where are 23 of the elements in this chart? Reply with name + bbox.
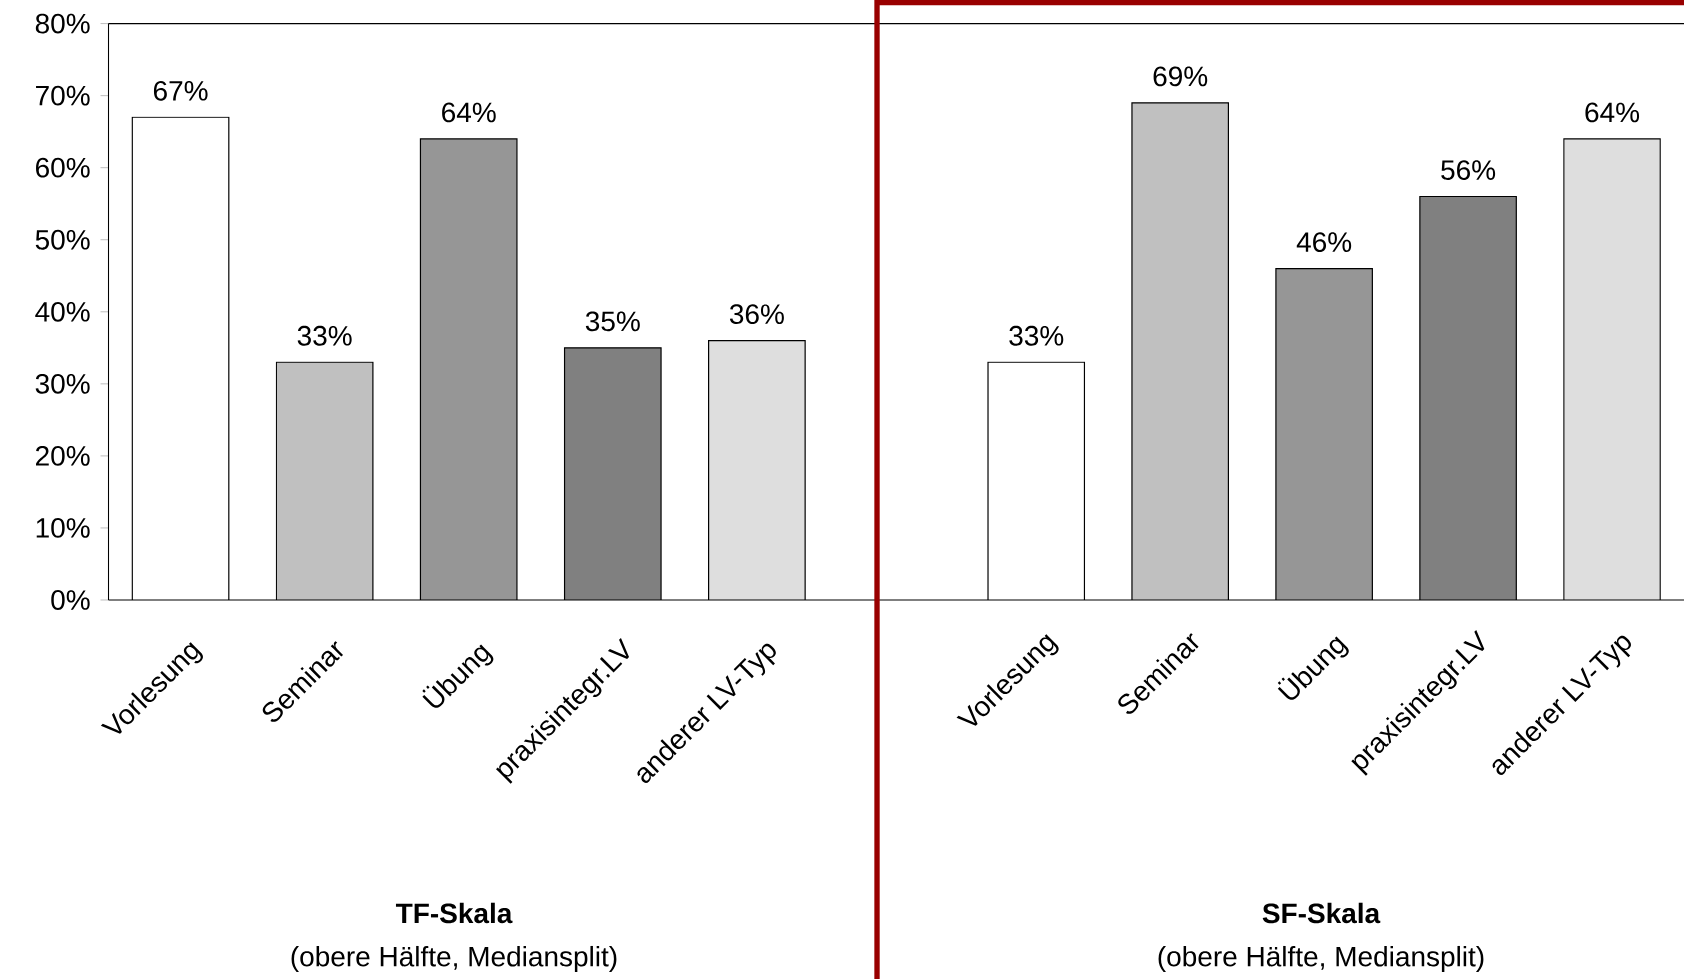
x-axis-title: TF-Skala [395, 902, 513, 924]
y-tick-label: 30% [35, 373, 90, 394]
data-label: 67% [153, 80, 208, 101]
x-axis-title: SF-Skala [1262, 902, 1381, 924]
y-tick-label: 80% [35, 13, 90, 34]
data-label: 33% [297, 325, 352, 346]
data-label: 64% [442, 102, 496, 123]
data-label: 36% [729, 304, 784, 325]
text: (obere Hälfte, Mediansplit) [291, 945, 617, 973]
data-label: 64% [1585, 102, 1640, 123]
data-label: 69% [1153, 66, 1208, 87]
data-label: 35% [585, 311, 640, 332]
y-tick-label: 40% [35, 301, 90, 322]
y-tick-label: 0% [51, 590, 90, 610]
data-label: 46% [1296, 232, 1352, 253]
data-label: 56% [1441, 160, 1496, 180]
y-tick-label: 60% [36, 157, 90, 178]
y-tick-label: 20% [36, 445, 90, 466]
y-tick-label: 10% [36, 518, 90, 538]
y-tick-label: 70% [36, 85, 90, 106]
data-label: 33% [1009, 325, 1064, 346]
y-tick-label: 50% [35, 229, 90, 250]
text: (obere Hälfte, Mediansplit) [1158, 945, 1484, 973]
